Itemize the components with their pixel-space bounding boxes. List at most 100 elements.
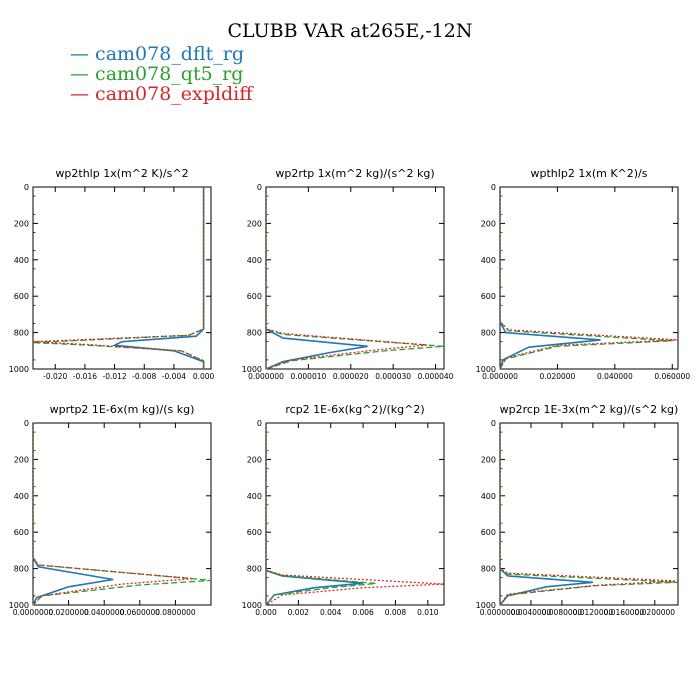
x-tick-label: 0.010 [417, 608, 439, 617]
x-tick-label: -0.008 [132, 372, 156, 381]
legend-label: cam078_dflt_rg [95, 43, 245, 65]
series-line [499, 187, 601, 370]
x-tick-label: 0.0200000 [635, 608, 676, 617]
y-tick-label: 400 [14, 492, 29, 501]
x-tick-label: 0.006 [352, 608, 374, 617]
legend-label: cam078_qt5_rg [95, 63, 244, 85]
x-tick-label: 0.000 [255, 608, 277, 617]
y-tick-label: 600 [481, 528, 496, 537]
x-tick-label: 0.0040000 [511, 608, 552, 617]
series-line [499, 423, 679, 606]
x-tick-label: 0.0600000 [120, 608, 161, 617]
y-tick-label: 1000 [476, 601, 496, 610]
y-tick-label: 1000 [9, 365, 29, 374]
y-tick-label: 600 [247, 528, 262, 537]
series-line [265, 187, 368, 370]
series-line [32, 423, 114, 606]
y-tick-label: 400 [481, 492, 496, 501]
panel-title: wpthlp2 1x(m K^2)/s [531, 167, 648, 180]
x-tick-label: 0.000 [193, 372, 215, 381]
y-tick-label: 0 [257, 419, 262, 428]
y-tick-label: 200 [14, 455, 29, 464]
x-tick-label: 0.0000000 [480, 608, 521, 617]
series-line [32, 187, 205, 369]
x-tick-label: -0.012 [102, 372, 126, 381]
y-tick-label: 800 [247, 565, 262, 574]
y-tick-label: 1000 [476, 365, 496, 374]
x-tick-label: 0.004 [320, 608, 342, 617]
y-tick-label: 200 [481, 219, 496, 228]
y-tick-label: 0 [24, 419, 29, 428]
series-line [265, 423, 377, 606]
x-tick-label: 0.000030 [375, 372, 411, 381]
x-tick-label: 0.0160000 [604, 608, 645, 617]
x-tick-label: 0.008 [385, 608, 407, 617]
y-tick-label: 1000 [242, 365, 262, 374]
y-tick-label: 600 [14, 528, 29, 537]
x-tick-label: 0.000000 [248, 372, 284, 381]
y-tick-label: 600 [14, 292, 29, 301]
y-tick-label: 800 [247, 329, 262, 338]
y-tick-label: 400 [247, 492, 262, 501]
y-tick-label: 400 [481, 256, 496, 265]
plot-frame [265, 422, 445, 606]
y-tick-label: 200 [247, 219, 262, 228]
y-tick-label: 800 [14, 329, 29, 338]
panel-title: rcp2 1E-6x(kg^2)/(kg^2) [285, 403, 424, 416]
y-tick-label: 600 [481, 292, 496, 301]
y-tick-label: 0 [257, 183, 262, 192]
series-line [499, 187, 679, 370]
x-tick-label: 0.0080000 [542, 608, 583, 617]
x-tick-label: 0.0400000 [84, 608, 125, 617]
y-tick-label: 200 [247, 455, 262, 464]
x-tick-label: 0.002 [288, 608, 310, 617]
y-tick-label: 400 [14, 256, 29, 265]
series-line [265, 187, 445, 370]
series-line [265, 187, 428, 370]
y-tick-label: 0 [491, 419, 496, 428]
x-tick-label: 0.060000 [654, 372, 690, 381]
legend-item-qt5: — cam078_qt5_rg [70, 63, 244, 85]
x-tick-label: 0.000040 [418, 372, 454, 381]
y-tick-label: 0 [491, 183, 496, 192]
y-tick-label: 1000 [9, 601, 29, 610]
series-line [265, 423, 364, 606]
figure-title: CLUBB VAR at265E,-12N [227, 20, 473, 42]
legend-item-dflt: — cam078_dflt_rg [70, 43, 245, 65]
y-tick-label: 0 [24, 183, 29, 192]
panel-title: wp2rtp 1x(m^2 kg)/(s^2 kg) [275, 167, 434, 180]
legend: — cam078_dflt_rg — cam078_qt5_rg — cam07… [70, 44, 253, 104]
x-tick-label: 0.0120000 [573, 608, 614, 617]
x-tick-label: 0.000020 [333, 372, 369, 381]
x-tick-label: -0.004 [162, 372, 186, 381]
x-tick-label: 0.0000000 [13, 608, 54, 617]
y-tick-label: 200 [14, 219, 29, 228]
x-tick-label: -0.020 [43, 372, 67, 381]
x-tick-label: 0.0800000 [155, 608, 196, 617]
y-tick-label: 800 [481, 329, 496, 338]
panel-title: wprtp2 1E-6x(m kg)/(s kg) [50, 403, 195, 416]
plot-frame [265, 186, 445, 370]
legend-label: cam078_expldiff [95, 83, 253, 105]
legend-item-expldiff: — cam078_expldiff [70, 83, 253, 105]
x-tick-label: 0.020000 [540, 372, 576, 381]
y-tick-label: 800 [14, 565, 29, 574]
x-tick-label: 0.000000 [482, 372, 518, 381]
series-line [265, 423, 445, 606]
series-line [32, 423, 194, 606]
series-line [111, 187, 205, 369]
y-tick-label: 1000 [242, 601, 262, 610]
x-tick-label: 0.040000 [597, 372, 633, 381]
series-line [499, 187, 673, 370]
x-tick-label: 0.000010 [290, 372, 326, 381]
panel-title: wp2thlp 1x(m^2 K)/s^2 [55, 167, 188, 180]
y-tick-label: 800 [481, 565, 496, 574]
x-tick-label: -0.016 [73, 372, 97, 381]
series-line [32, 187, 205, 369]
series-line [32, 423, 212, 606]
x-tick-label: 0.0200000 [48, 608, 89, 617]
y-tick-label: 200 [481, 455, 496, 464]
y-tick-label: 400 [247, 256, 262, 265]
y-tick-label: 600 [247, 292, 262, 301]
